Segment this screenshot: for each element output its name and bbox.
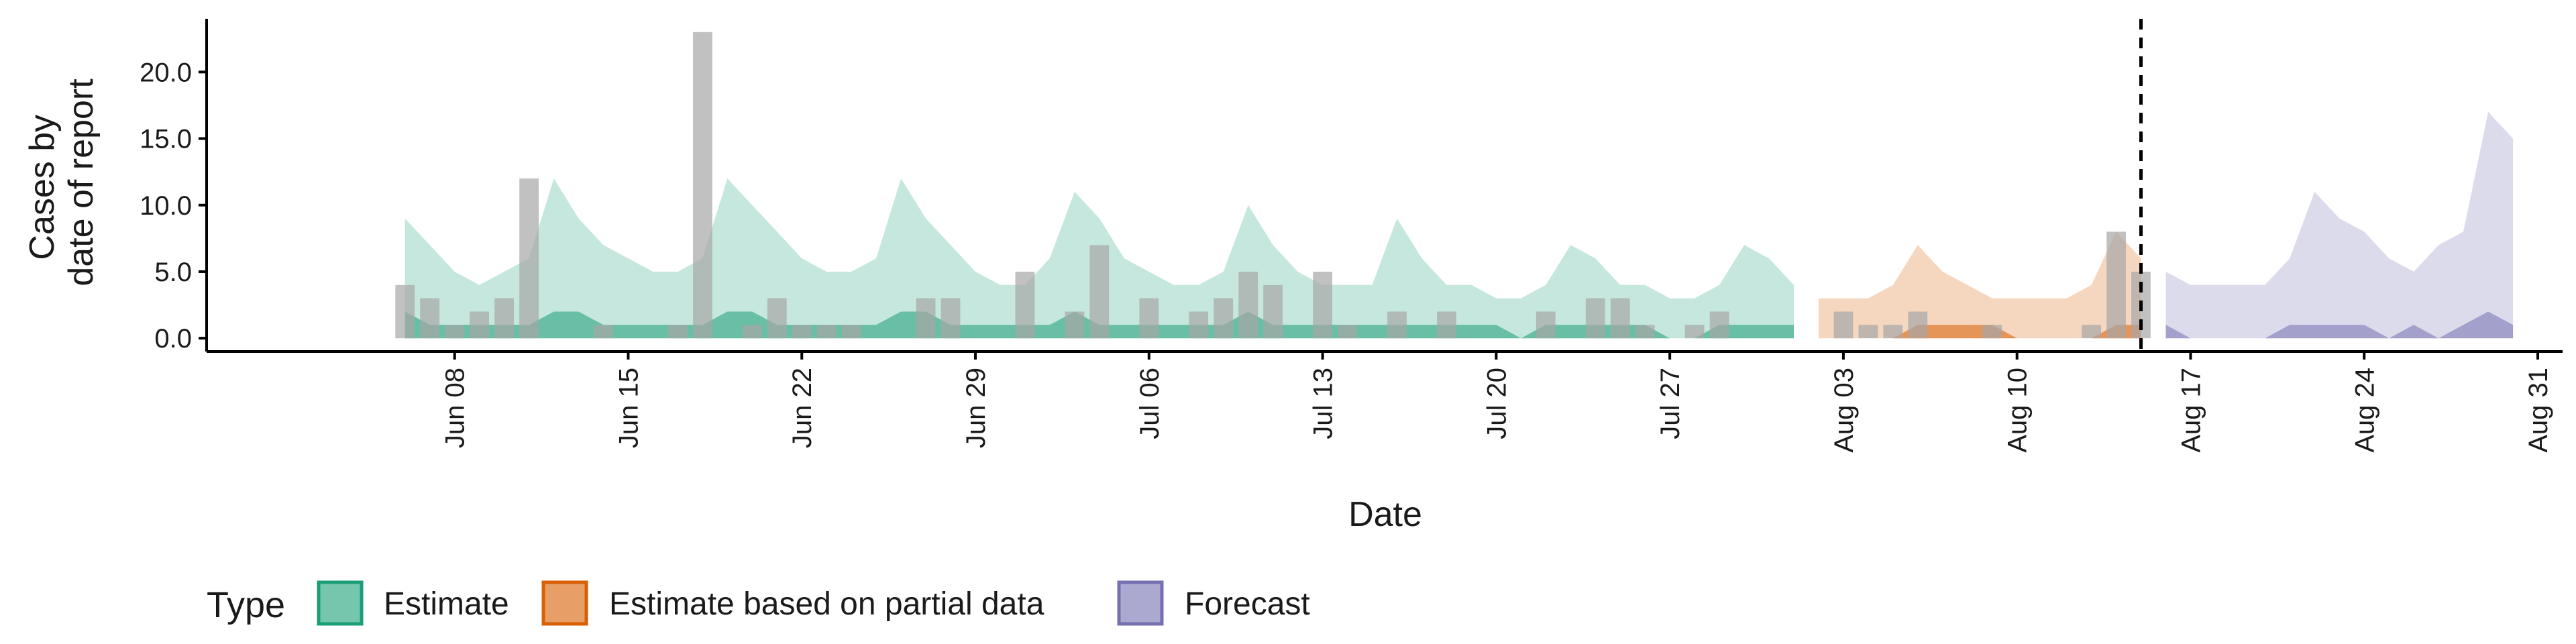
bar-2020-07-16 (1387, 311, 1407, 339)
legend-key-partial (541, 580, 588, 626)
y-tick-label: 20.0 (140, 58, 192, 87)
bar-2020-07-06 (1139, 298, 1159, 339)
bar-2020-07-10 (1238, 272, 1258, 339)
bar-2020-08-09 (1982, 325, 2002, 339)
bar-layer (395, 32, 2151, 339)
bar-2020-06-10 (494, 298, 514, 339)
x-tick-label: Aug 24 (2350, 368, 2379, 453)
bar-2020-06-14 (594, 325, 613, 339)
bar-2020-06-24 (841, 325, 861, 339)
x-axis-title: Date (1348, 495, 1422, 534)
bar-2020-07-18 (1437, 311, 1456, 339)
bar-2020-07-22 (1536, 311, 1556, 339)
bar-2020-07-11 (1263, 284, 1283, 339)
bar-2020-06-06 (395, 284, 415, 339)
bar-2020-08-03 (1833, 311, 1854, 339)
bar-2020-06-18 (693, 32, 712, 339)
legend-label-partial: Estimate based on partial data (609, 586, 1044, 622)
ribbon-inner-partial (1818, 325, 2141, 339)
bar-2020-07-09 (1214, 298, 1234, 339)
bar-2020-06-09 (470, 311, 489, 339)
legend-key-estimate (317, 580, 364, 626)
ribbon-outer-partial (1818, 231, 2141, 339)
x-tick-label: Jun 15 (614, 368, 644, 448)
bar-2020-08-13 (2082, 325, 2101, 339)
y-tick-label: 10.0 (140, 191, 192, 221)
bar-2020-07-08 (1189, 311, 1209, 339)
ribbon-layer (405, 111, 2514, 339)
bar-2020-06-20 (742, 325, 762, 339)
bar-2020-07-14 (1338, 325, 1357, 339)
bar-2020-08-04 (1858, 325, 1878, 339)
axes: 0.05.010.015.020.0 Jun 08 Jun 15 Jun 22 Jun… (140, 19, 2563, 453)
bar-2020-07-01 (1015, 272, 1035, 339)
y-axis-title-line-1: Cases by (23, 115, 62, 260)
y-tick-label: 15.0 (140, 125, 192, 154)
bar-2020-06-08 (445, 325, 465, 339)
x-tick-label: Jun 22 (788, 368, 817, 448)
bar-2020-08-06 (1908, 311, 1928, 339)
x-tick-label: Aug 31 (2524, 368, 2553, 453)
x-tick-label: Jul 20 (1482, 368, 1511, 439)
bar-2020-06-11 (519, 178, 539, 339)
bar-2020-06-22 (792, 325, 812, 339)
bar-2020-07-28 (1684, 325, 1705, 339)
bar-2020-07-24 (1585, 298, 1605, 339)
bar-2020-06-28 (941, 298, 961, 339)
y-ticks: 0.0 5.0 10.0 15.0 20.0 (140, 58, 207, 354)
y-tick-label: 5.0 (154, 258, 192, 287)
bar-2020-06-21 (767, 298, 787, 339)
bar-2020-06-23 (816, 325, 837, 339)
x-tick-label: Jul 27 (1656, 368, 1685, 439)
x-ticks: Jun 08 Jun 15 Jun 22 Jun 29 Jul 06 Jul 13 Jul … (441, 352, 2553, 453)
legend-label-forecast: Forecast (1185, 586, 1310, 622)
x-tick-label: Jul 13 (1309, 368, 1338, 439)
y-tick-label: 0.0 (154, 324, 192, 354)
bar-2020-07-04 (1089, 245, 1110, 339)
bar-2020-07-26 (1635, 325, 1655, 339)
bar-2020-08-05 (1883, 325, 1903, 339)
bar-2020-07-03 (1065, 311, 1085, 339)
bar-2020-06-07 (420, 298, 440, 339)
legend: Type Estimate Estimate based on partial … (207, 580, 1310, 626)
legend-key-forecast (1117, 580, 1164, 626)
x-tick-label: Jul 06 (1135, 368, 1165, 439)
bar-2020-06-27 (916, 298, 936, 339)
bar-2020-07-25 (1610, 298, 1630, 339)
bar-2020-08-14 (2106, 231, 2126, 339)
x-tick-label: Jun 08 (441, 368, 470, 448)
x-tick-label: Aug 03 (1829, 368, 1859, 453)
bar-2020-07-13 (1313, 272, 1332, 339)
ribbon-outer-forecast (2165, 111, 2514, 339)
y-axis-title-line-2: date of report (62, 78, 101, 286)
x-tick-label: Aug 10 (2003, 368, 2033, 453)
bar-2020-07-29 (1709, 311, 1729, 339)
bar-2020-06-17 (668, 325, 688, 339)
ribbon-inner-forecast (2165, 311, 2514, 339)
y-axis-title: Cases by date of report (23, 78, 101, 286)
legend-title: Type (207, 585, 285, 625)
x-tick-label: Jun 29 (961, 368, 991, 448)
legend-label-estimate: Estimate (384, 586, 509, 622)
x-tick-label: Aug 17 (2177, 368, 2206, 453)
